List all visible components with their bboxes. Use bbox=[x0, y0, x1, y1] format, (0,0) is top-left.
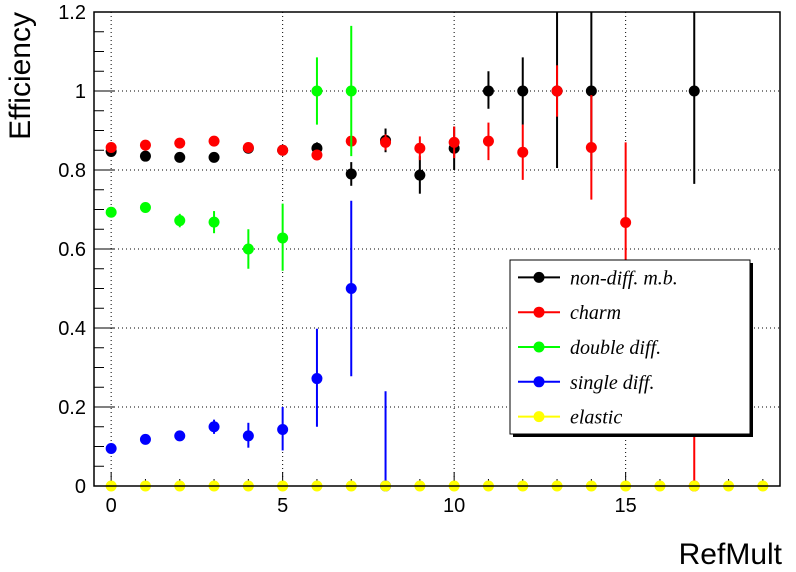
data-point bbox=[345, 283, 357, 294]
data-point bbox=[345, 85, 357, 97]
data-point bbox=[311, 149, 323, 161]
data-point bbox=[139, 433, 151, 445]
data-point bbox=[105, 206, 117, 218]
y-axis-title: Efficiency bbox=[4, 12, 37, 140]
y-tick-label: 0.8 bbox=[58, 160, 86, 182]
legend-marker bbox=[533, 341, 545, 353]
data-point bbox=[208, 135, 220, 147]
data-point bbox=[242, 243, 254, 255]
data-point bbox=[585, 141, 597, 153]
x-tick-label: 5 bbox=[277, 495, 288, 517]
data-point bbox=[174, 215, 186, 227]
legend-label: single diff. bbox=[570, 372, 654, 394]
data-point bbox=[311, 85, 323, 97]
data-point bbox=[620, 217, 632, 229]
data-point bbox=[517, 146, 529, 158]
data-point bbox=[551, 85, 563, 97]
plot-frame bbox=[93, 11, 781, 487]
data-point bbox=[414, 142, 426, 154]
data-point bbox=[277, 232, 289, 244]
series-single-diff- bbox=[105, 200, 392, 492]
data-point bbox=[448, 136, 460, 148]
data-point bbox=[208, 151, 220, 163]
data-point bbox=[380, 136, 392, 148]
data-point bbox=[242, 141, 254, 153]
x-tick-label: 0 bbox=[106, 495, 117, 517]
data-point bbox=[311, 373, 323, 385]
data-point bbox=[414, 169, 426, 181]
legend-label: double diff. bbox=[570, 337, 661, 359]
legend-label: elastic bbox=[570, 407, 622, 429]
data-point bbox=[174, 430, 186, 442]
data-point bbox=[139, 202, 151, 214]
y-tick-label: 0 bbox=[75, 476, 86, 498]
data-point bbox=[174, 137, 186, 149]
legend-marker bbox=[533, 306, 545, 318]
data-point bbox=[208, 421, 220, 433]
x-tick-label: 15 bbox=[615, 495, 637, 517]
data-point bbox=[345, 168, 357, 180]
y-tick-label: 1 bbox=[75, 81, 86, 103]
y-tick-label: 0.4 bbox=[58, 318, 86, 340]
data-point bbox=[242, 430, 254, 442]
data-point bbox=[482, 135, 494, 147]
data-point bbox=[174, 151, 186, 163]
legend-marker bbox=[533, 376, 545, 388]
data-point bbox=[208, 216, 220, 228]
legend-label: charm bbox=[570, 302, 621, 324]
legend-marker bbox=[533, 271, 545, 283]
data-point bbox=[105, 141, 117, 153]
data-point bbox=[139, 139, 151, 151]
data-point bbox=[139, 150, 151, 162]
legend-label: non-diff. m.b. bbox=[570, 267, 678, 289]
x-axis-title: RefMult bbox=[679, 538, 783, 571]
y-tick-label: 0.2 bbox=[58, 397, 86, 419]
data-point bbox=[585, 85, 597, 97]
tick-labels: 0 5 10 15 0 0.2 0.4 0.6 0.8 1 1.2 bbox=[58, 2, 637, 517]
x-tick-label: 10 bbox=[443, 495, 465, 517]
y-tick-label: 1.2 bbox=[58, 2, 86, 24]
data-point bbox=[277, 424, 289, 436]
legend-marker bbox=[533, 411, 545, 423]
y-tick-label: 0.6 bbox=[58, 239, 86, 261]
series-double-diff- bbox=[105, 25, 357, 271]
data-point bbox=[277, 144, 289, 156]
data-point bbox=[688, 85, 700, 97]
data-point bbox=[482, 85, 494, 97]
data-point bbox=[105, 442, 117, 454]
legend: non-diff. m.b. charm double diff. single di… bbox=[509, 259, 753, 437]
data-point bbox=[517, 85, 529, 97]
